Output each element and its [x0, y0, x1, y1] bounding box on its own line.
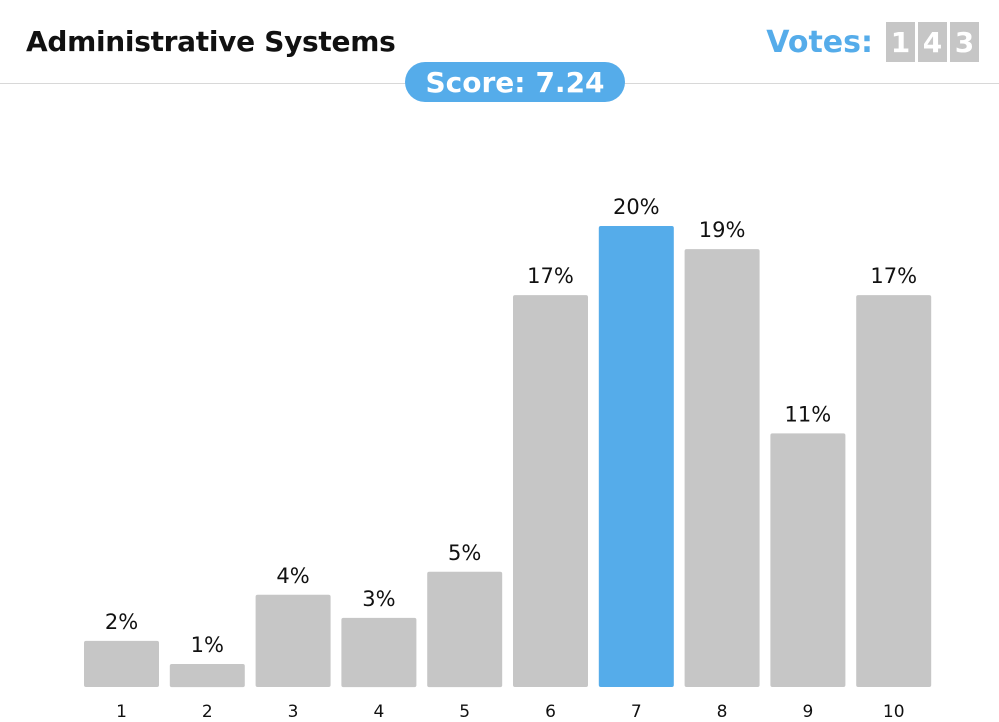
x-tick-label-9: 9 — [802, 702, 813, 722]
x-tick-label-1: 1 — [116, 702, 127, 722]
score-badge: Score: 7.24 — [405, 62, 625, 102]
bar-value-label-6: 17% — [527, 264, 574, 288]
score-label: Score: — [425, 65, 526, 99]
bar-value-label-3: 4% — [276, 564, 309, 588]
bar-value-label-4: 3% — [362, 587, 395, 611]
bar-2 — [169, 664, 245, 688]
bar-value-label-5: 5% — [448, 541, 481, 565]
x-tick-label-8: 8 — [717, 702, 728, 722]
x-tick-label-5: 5 — [459, 702, 470, 722]
votes-digit: 3 — [950, 22, 979, 62]
x-tick-label-10: 10 — [883, 702, 905, 722]
header-bar: Administrative Systems Votes: 1 4 3 — [0, 0, 999, 84]
bar-7 — [598, 226, 674, 687]
bar-value-label-10: 17% — [870, 264, 917, 288]
bar-4 — [341, 617, 417, 688]
bar-value-label-8: 19% — [699, 218, 746, 242]
bar-1 — [84, 640, 159, 687]
page-title: Administrative Systems — [26, 25, 396, 58]
x-tick-label-3: 3 — [288, 702, 299, 722]
votes-digit: 4 — [918, 22, 947, 62]
bar-10 — [856, 295, 932, 687]
bar-9 — [770, 433, 846, 687]
bar-value-label-2: 1% — [191, 633, 224, 657]
x-tick-label-7: 7 — [631, 702, 642, 722]
bar-value-label-1: 2% — [105, 610, 138, 634]
x-tick-label-6: 6 — [545, 702, 556, 722]
bar-3 — [255, 594, 331, 687]
bar-value-label-9: 11% — [785, 402, 832, 426]
votes-digit: 1 — [886, 22, 915, 62]
x-tick-label-4: 4 — [373, 702, 384, 722]
bar-6 — [513, 295, 588, 687]
votes-label: Votes: — [766, 24, 873, 60]
x-tick-label-2: 2 — [202, 702, 213, 722]
bar-value-label-7: 20% — [613, 195, 660, 219]
votes-counter: Votes: 1 4 3 — [766, 22, 979, 62]
bar-5 — [427, 571, 503, 688]
score-value: 7.24 — [535, 65, 605, 99]
bar-8 — [684, 249, 760, 687]
